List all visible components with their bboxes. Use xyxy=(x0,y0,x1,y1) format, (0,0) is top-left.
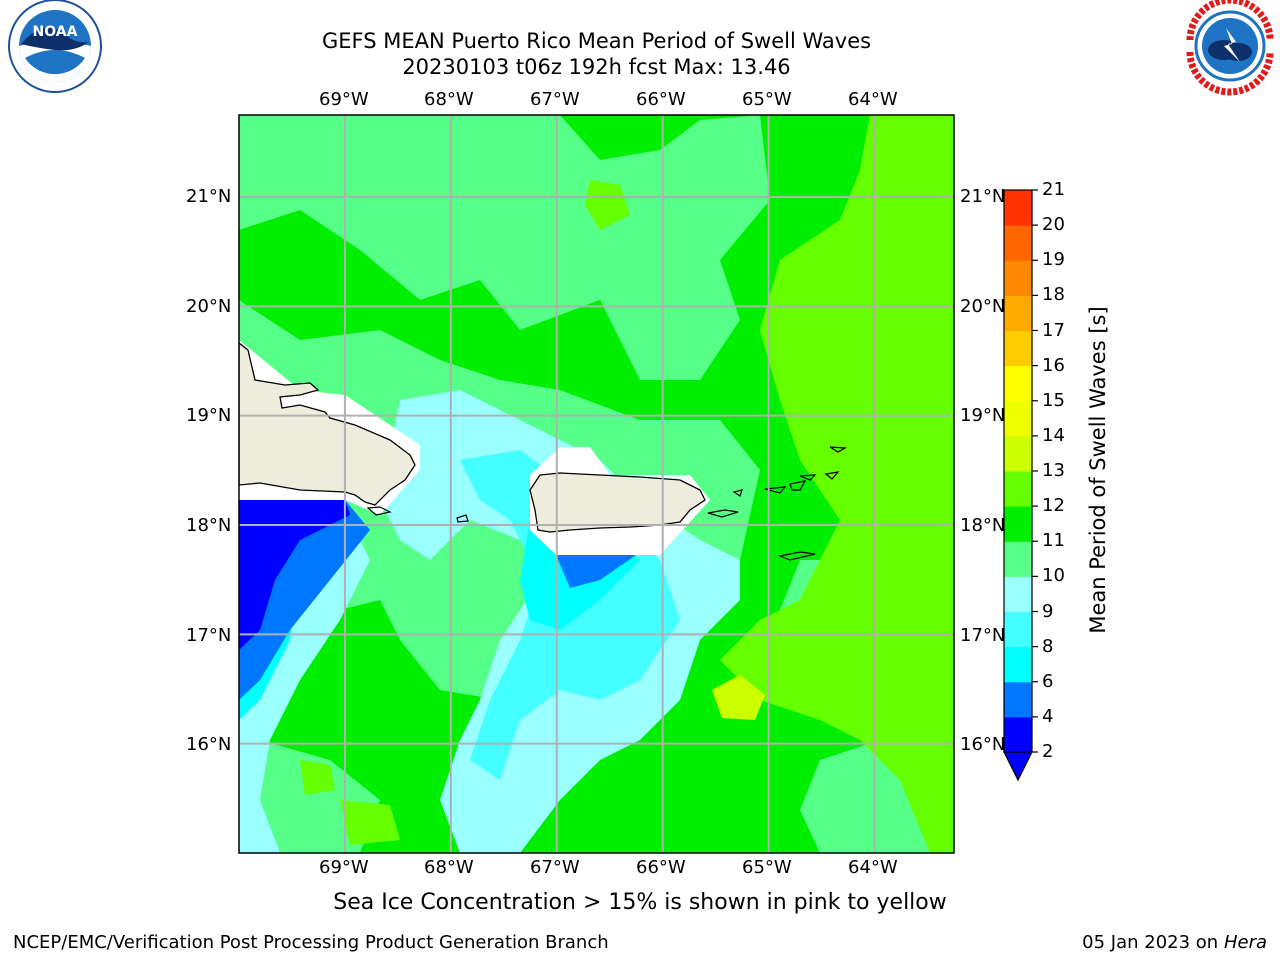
island-outline xyxy=(824,471,840,480)
island-outline xyxy=(732,489,743,497)
colorbar-tick-label: 13 xyxy=(1042,460,1065,481)
hispaniola-island xyxy=(239,342,416,506)
swell-region-12s xyxy=(585,180,630,230)
lat-label-right: 18°N xyxy=(960,515,1006,536)
colorbar-swatch xyxy=(1004,330,1032,367)
swell-region-12s xyxy=(340,800,400,845)
colorbar-tick-label: 2 xyxy=(1042,741,1054,762)
colorbar-tick-label: 19 xyxy=(1042,249,1065,271)
lat-label-right: 16°N xyxy=(960,734,1006,755)
colorbar-swatch xyxy=(1004,225,1032,261)
footer-date: 05 Jan 2023 on Hera xyxy=(1082,932,1267,953)
colorbar-swatch xyxy=(1004,681,1032,718)
lon-label-bottom: 66°W xyxy=(636,857,686,878)
colorbar-tick-label: 4 xyxy=(1042,705,1054,727)
colorbar-swatch xyxy=(1004,400,1032,437)
lat-label-left: 18°N xyxy=(186,515,232,536)
lon-label-top: 67°W xyxy=(530,89,580,110)
lat-label-left: 17°N xyxy=(186,625,232,646)
island-outline xyxy=(829,446,848,453)
swell-region-4s xyxy=(556,555,636,588)
colorbar-swatch xyxy=(1004,576,1032,612)
colorbar-tick-label: 11 xyxy=(1042,530,1065,552)
sea-ice-caption: Sea Ice Concentration > 15% is shown in … xyxy=(333,890,947,915)
swell-region-2s xyxy=(239,500,350,650)
colorbar-tick-label: 17 xyxy=(1042,319,1065,341)
swell-region-12s xyxy=(720,115,954,853)
footer-date-text: 05 Jan 2023 on xyxy=(1082,932,1224,953)
colorbar-tick-label: 12 xyxy=(1042,495,1065,517)
map-frame xyxy=(238,114,955,854)
lon-label-bottom: 69°W xyxy=(319,857,369,878)
swell-region-10s xyxy=(239,115,770,380)
lon-label-bottom: 65°W xyxy=(742,857,792,878)
colorbar-swatch xyxy=(1004,435,1032,472)
colorbar-tick-label: 15 xyxy=(1042,389,1065,411)
colorbar-tick-label: 21 xyxy=(1042,179,1065,200)
lat-label-right: 21°N xyxy=(960,186,1006,207)
graticule xyxy=(239,115,954,853)
colorbar-swatch xyxy=(1004,295,1032,331)
lat-label-right: 19°N xyxy=(960,405,1006,426)
colorbar xyxy=(1003,189,1038,782)
colorbar-tick-label: 16 xyxy=(1042,354,1065,376)
lon-label-top: 69°W xyxy=(319,89,369,110)
island-outline xyxy=(707,509,739,518)
island-outline xyxy=(789,480,807,491)
footer-machine: Hera xyxy=(1223,932,1267,953)
colorbar-swatch xyxy=(1004,716,1032,753)
colorbar-swatch xyxy=(1004,471,1032,507)
lat-label-left: 20°N xyxy=(186,296,232,317)
lat-label-left: 16°N xyxy=(186,734,232,755)
island-outline xyxy=(799,474,817,481)
colorbar-tick-label: 20 xyxy=(1042,214,1065,236)
colorbar-swatch xyxy=(1004,260,1032,296)
noaa-logo: NOAA xyxy=(8,0,102,93)
colorbar-tick-label: 9 xyxy=(1042,600,1054,622)
swell-region-12s xyxy=(300,760,335,795)
island-outline xyxy=(777,551,816,561)
colorbar-extend-triangle xyxy=(1003,751,1033,782)
lon-label-bottom: 64°W xyxy=(848,857,898,878)
lon-label-top: 65°W xyxy=(742,89,792,110)
map-plot-area xyxy=(239,115,954,853)
colorbar-swatch xyxy=(1004,541,1032,577)
colorbar-swatch xyxy=(1004,611,1032,648)
colorbar-swatch xyxy=(1004,646,1032,683)
lon-label-bottom: 67°W xyxy=(530,857,580,878)
colorbar-tick-label: 8 xyxy=(1042,635,1054,657)
colorbar-swatch xyxy=(1004,365,1032,402)
island-outline xyxy=(764,486,787,494)
lon-label-top: 66°W xyxy=(636,89,686,110)
lon-label-top: 64°W xyxy=(848,89,898,110)
lat-label-right: 17°N xyxy=(960,625,1006,646)
lat-label-right: 20°N xyxy=(960,296,1006,317)
puerto-rico-island xyxy=(529,472,706,533)
lon-label-bottom: 68°W xyxy=(424,857,474,878)
colorbar-tick-label: 18 xyxy=(1042,284,1065,306)
colorbar-swatch xyxy=(1004,190,1032,226)
swell-region-10s xyxy=(800,740,954,853)
lon-label-top: 68°W xyxy=(424,89,474,110)
colorbar-label: Mean Period of Swell Waves [s] xyxy=(1086,306,1110,634)
footer-credit: NCEP/EMC/Verification Post Processing Pr… xyxy=(13,932,609,953)
colorbar-tick-label: 14 xyxy=(1042,424,1065,446)
colorbar-tick-label: 10 xyxy=(1042,565,1065,587)
map-title: GEFS MEAN Puerto Rico Mean Period of Swe… xyxy=(321,29,872,53)
lat-label-left: 21°N xyxy=(186,186,232,207)
island-outline xyxy=(366,506,392,516)
colorbar-tick-label: 6 xyxy=(1042,670,1054,692)
nws-logo xyxy=(1184,0,1276,96)
colorbar-swatch xyxy=(1004,506,1032,542)
swell-region-13s xyxy=(712,675,765,720)
noaa-logo-text: NOAA xyxy=(33,24,78,40)
lat-label-left: 19°N xyxy=(186,405,232,426)
island-outline xyxy=(456,514,469,523)
map-subtitle: 20230103 t06z 192h fcst Max: 13.46 xyxy=(402,55,791,79)
